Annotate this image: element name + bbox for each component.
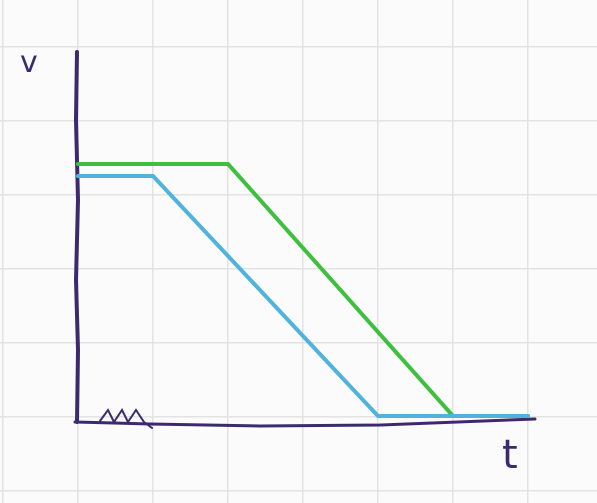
series-line-1 bbox=[76, 162, 530, 418]
x-axis bbox=[73, 417, 537, 428]
y-axis bbox=[73, 50, 81, 424]
series-layer bbox=[76, 162, 530, 418]
origin-scribble bbox=[99, 408, 153, 429]
y-axis-label: v bbox=[20, 45, 38, 80]
x-axis-label: t bbox=[502, 432, 518, 478]
series-line-2 bbox=[76, 174, 530, 418]
